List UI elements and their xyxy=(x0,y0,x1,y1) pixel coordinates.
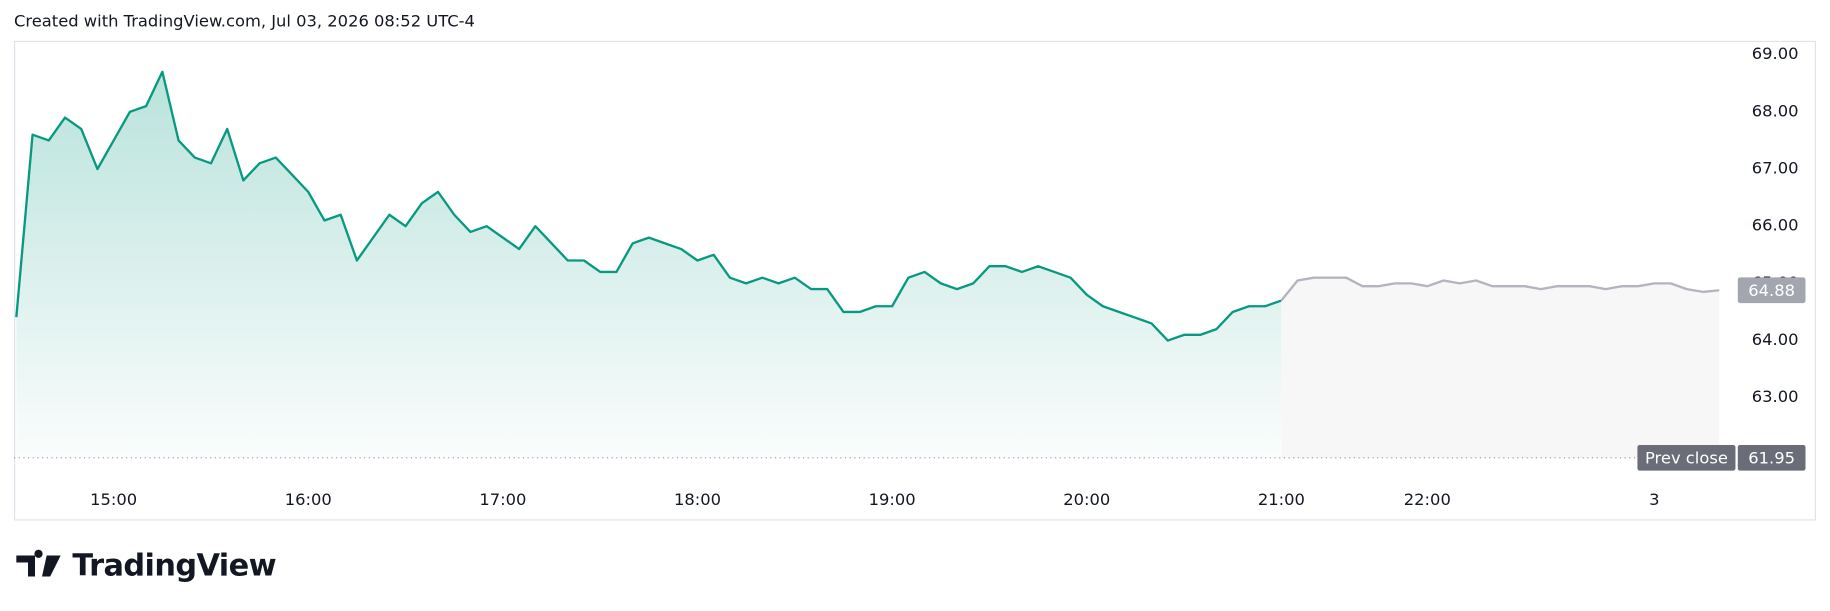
prev-close-tag xyxy=(1637,444,1736,471)
x-tick-label: 20:00 xyxy=(1063,490,1110,509)
y-tick-label: 67.00 xyxy=(1752,158,1799,177)
prev-close-badge xyxy=(1737,444,1806,471)
x-tick-label: 16:00 xyxy=(285,490,332,509)
y-tick-label: 64.00 xyxy=(1752,330,1799,349)
x-tick-label: 22:00 xyxy=(1404,490,1451,509)
last-value-label: 64.88 xyxy=(1748,281,1795,300)
x-tick-label: 3 xyxy=(1649,490,1659,509)
chart-title: Created with TradingView.com, Jul 03, 20… xyxy=(14,12,475,31)
price-line xyxy=(1280,276,1720,302)
x-tick-label: 15:00 xyxy=(90,490,137,509)
x-tick-label: 17:00 xyxy=(479,490,526,509)
y-tick-label: 63.00 xyxy=(1752,387,1799,406)
price-line xyxy=(15,70,1282,342)
logo-text: TradingView xyxy=(72,549,276,584)
logo-icon xyxy=(16,549,61,577)
area-fill xyxy=(16,71,1282,458)
y-tick-label: 69.00 xyxy=(1752,44,1799,63)
y-tick-label: 68.00 xyxy=(1752,101,1799,120)
logo: TradingView xyxy=(16,549,277,584)
prev-close-value: 61.95 xyxy=(1748,448,1795,467)
plot-frame xyxy=(14,40,1816,521)
x-tick-label: 21:00 xyxy=(1258,490,1305,509)
x-tick-label: 19:00 xyxy=(869,490,916,509)
area-fill xyxy=(1281,277,1720,458)
x-tick-label: 18:00 xyxy=(674,490,721,509)
y-tick-label: 66.00 xyxy=(1752,216,1799,235)
last-value-badge xyxy=(1737,277,1806,304)
prev-close-label: Prev close xyxy=(1645,448,1728,467)
